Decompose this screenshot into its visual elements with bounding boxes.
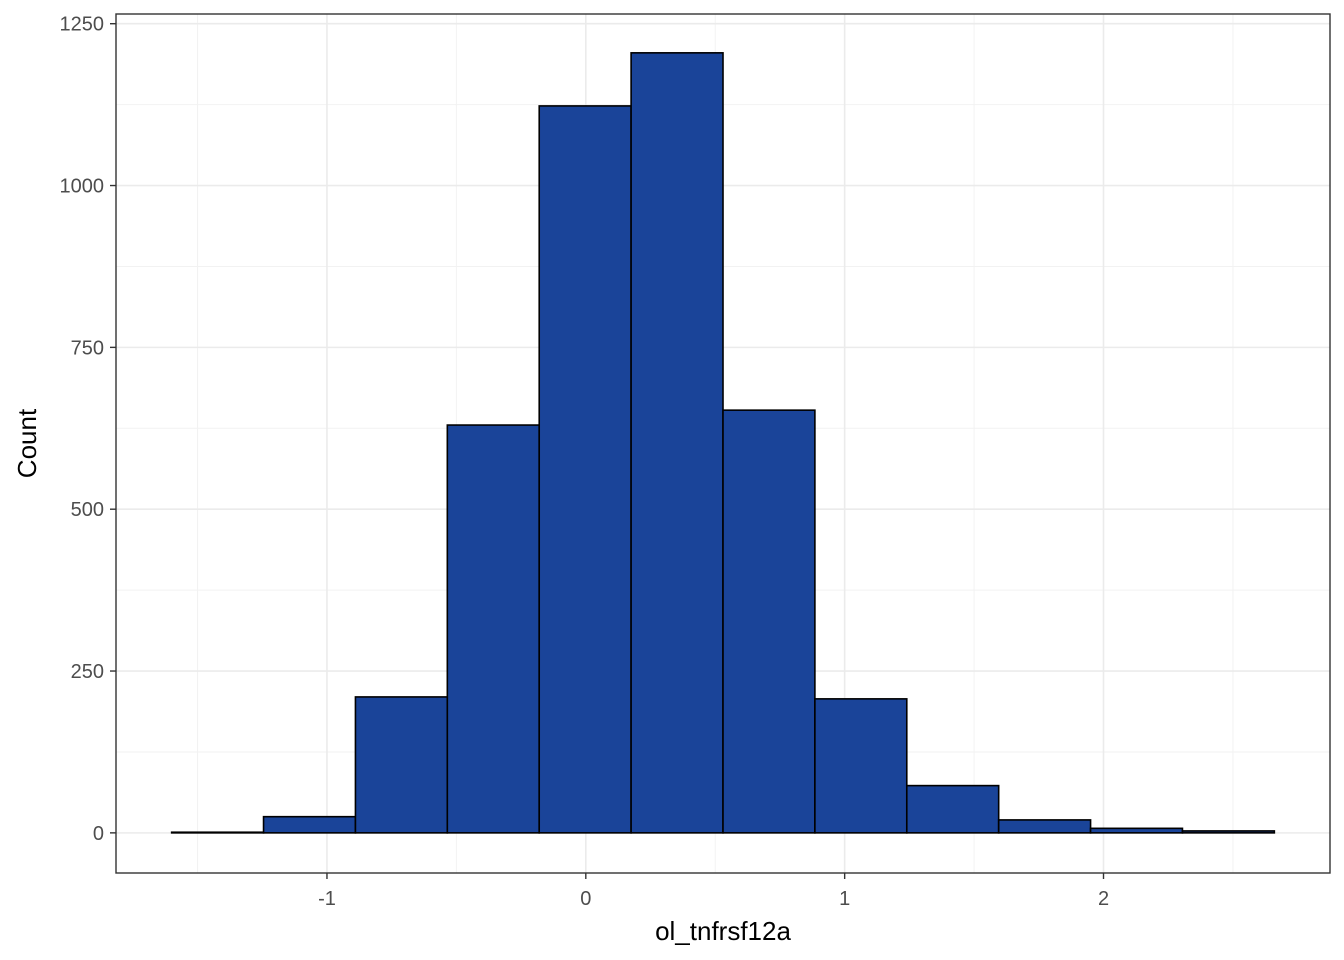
y-tick-label: 250: [71, 661, 104, 683]
y-tick-label: 0: [93, 823, 104, 845]
panel-border: [115, 13, 1331, 874]
histogram-bar: [905, 784, 1000, 834]
y-axis-title: Count: [12, 408, 42, 478]
histogram-bar: [630, 52, 724, 834]
x-tick-label: 2: [1098, 888, 1109, 910]
histogram-bar: [170, 831, 265, 834]
histogram-bar: [722, 409, 816, 834]
y-tick-label: 500: [71, 499, 104, 521]
y-tick-label: 1250: [60, 14, 105, 36]
histogram-bar: [538, 105, 632, 834]
x-tick-label: 0: [580, 888, 591, 910]
y-tick-label: 750: [71, 337, 104, 359]
x-axis: -1 0 1 2: [318, 873, 1109, 910]
histogram-bar: [997, 819, 1092, 834]
x-tick-label: -1: [318, 888, 336, 910]
x-axis-title: ol_tnfrsf12a: [655, 916, 791, 946]
histogram-bar: [1181, 830, 1276, 834]
x-tick-label: 1: [839, 888, 850, 910]
histogram-bar: [354, 696, 449, 834]
histogram-bar: [446, 424, 541, 834]
y-axis: 0 250 500 750 1000 1250: [60, 14, 116, 845]
histogram-bars: [170, 52, 1276, 834]
histogram-bar: [1089, 827, 1184, 834]
histogram-bar: [262, 815, 357, 834]
y-tick-label: 1000: [60, 176, 105, 198]
histogram-bar: [814, 698, 908, 834]
